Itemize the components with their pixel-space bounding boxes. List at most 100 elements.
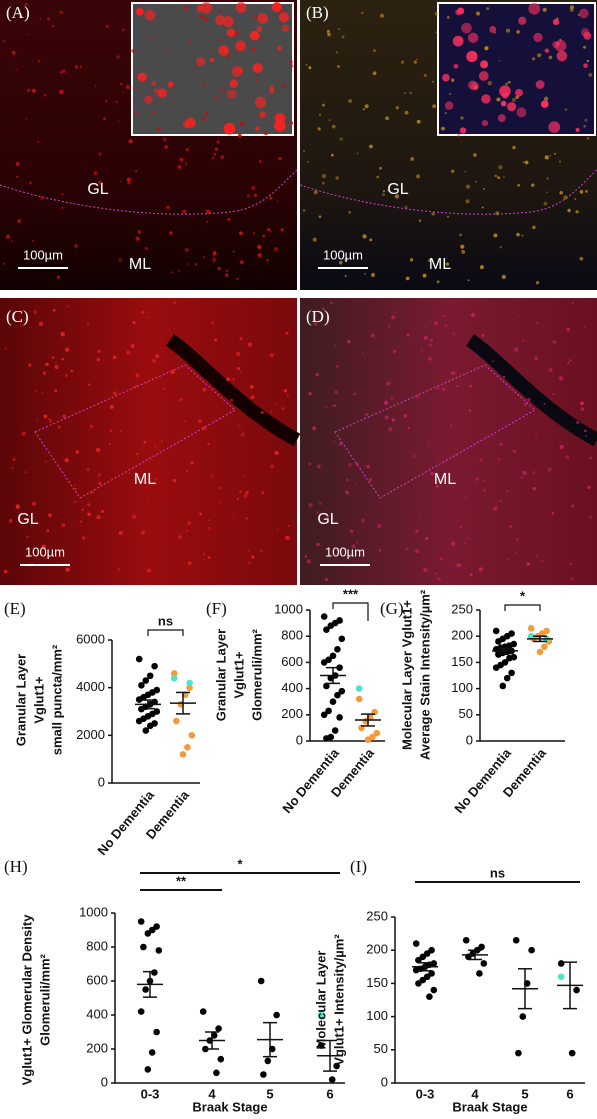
texture <box>394 311 397 314</box>
texture <box>234 31 239 36</box>
data-point <box>415 980 422 987</box>
texture <box>11 50 16 55</box>
texture <box>383 400 388 405</box>
texture <box>554 40 567 52</box>
texture <box>235 66 244 75</box>
texture <box>211 321 214 324</box>
texture <box>259 111 266 118</box>
texture <box>325 405 328 408</box>
data-point <box>148 1049 156 1056</box>
texture <box>106 25 109 28</box>
texture <box>208 527 211 530</box>
texture <box>286 394 289 397</box>
texture <box>203 552 206 556</box>
data-point <box>327 622 335 630</box>
texture <box>393 349 397 353</box>
texture <box>552 340 557 344</box>
texture <box>79 520 83 523</box>
texture <box>127 181 131 185</box>
data-point <box>430 986 438 994</box>
texture <box>276 200 279 203</box>
texture <box>70 369 74 373</box>
y-tick-label: 250 <box>366 908 388 923</box>
texture <box>409 91 413 95</box>
texture <box>201 116 206 121</box>
texture <box>43 93 47 97</box>
texture <box>285 536 288 539</box>
texture <box>319 502 322 505</box>
region-label: GL <box>17 511 38 528</box>
texture <box>588 456 593 460</box>
texture <box>465 199 470 204</box>
texture <box>170 369 175 375</box>
scale-label: 100µm <box>325 544 365 559</box>
texture <box>21 431 26 436</box>
texture <box>266 258 269 262</box>
texture <box>463 541 466 545</box>
texture <box>211 474 214 477</box>
texture <box>281 24 290 33</box>
texture <box>128 139 133 144</box>
texture <box>218 45 229 56</box>
texture <box>90 490 94 495</box>
texture <box>214 338 218 342</box>
texture <box>239 337 243 341</box>
texture <box>348 462 352 467</box>
texture <box>467 279 470 282</box>
texture <box>428 343 432 347</box>
texture <box>505 82 508 86</box>
texture <box>459 233 462 237</box>
texture <box>198 419 202 424</box>
texture <box>331 124 336 129</box>
texture <box>498 165 503 170</box>
texture <box>355 482 357 484</box>
texture <box>407 426 410 430</box>
texture <box>203 256 206 259</box>
texture <box>423 336 428 340</box>
panel-label: (H) <box>4 857 28 876</box>
texture <box>238 425 241 428</box>
texture <box>222 88 226 93</box>
texture <box>494 174 498 178</box>
texture <box>318 215 322 218</box>
texture <box>481 94 491 104</box>
texture <box>214 96 219 101</box>
texture <box>269 353 274 358</box>
texture <box>387 189 390 192</box>
texture <box>212 256 215 259</box>
texture <box>404 205 408 209</box>
texture <box>190 461 194 465</box>
texture <box>226 28 236 37</box>
texture <box>112 355 117 360</box>
texture <box>289 60 293 64</box>
texture <box>280 228 284 232</box>
texture <box>499 246 502 249</box>
texture <box>517 183 520 187</box>
texture <box>305 63 308 66</box>
texture <box>135 384 139 388</box>
panel-label: (A) <box>6 3 30 22</box>
data-point <box>142 727 150 734</box>
texture <box>15 504 20 509</box>
texture <box>372 71 377 76</box>
sig-label: * <box>520 588 526 603</box>
texture <box>103 117 107 121</box>
texture <box>572 302 574 304</box>
texture <box>467 536 470 539</box>
y-axis-label: small puncta/mm² <box>49 644 64 755</box>
texture <box>415 549 419 554</box>
region-label: GL <box>387 181 408 198</box>
texture <box>253 14 258 19</box>
texture <box>356 152 359 155</box>
texture <box>406 333 410 337</box>
texture <box>146 37 148 40</box>
texture <box>583 326 586 328</box>
texture <box>243 494 248 499</box>
sig-label: ns <box>490 865 505 880</box>
texture <box>164 145 169 149</box>
texture <box>515 88 523 97</box>
texture <box>535 433 538 436</box>
texture <box>207 556 211 560</box>
texture <box>166 205 170 210</box>
texture <box>74 500 77 504</box>
